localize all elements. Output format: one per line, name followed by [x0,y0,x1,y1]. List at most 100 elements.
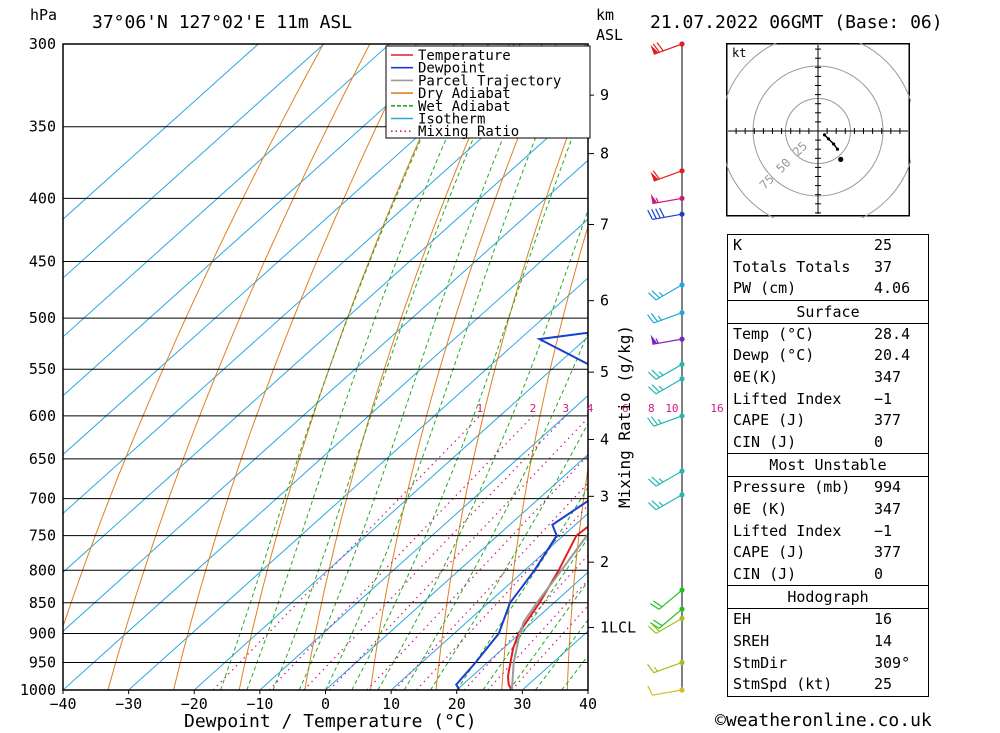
pressure-tick-label: 350 [29,118,56,136]
wind-barb-full [647,314,655,324]
surface-index-value: −1 [874,389,893,408]
wind-barb-staff [653,661,683,674]
wet-adiabat-line [325,44,574,690]
surface-index-value: 377 [874,411,902,430]
wind-barb-full [651,369,660,378]
dry-adiabat-line [370,44,557,690]
wind-barb [648,378,683,395]
wind-barb [650,334,683,345]
wind-barb-full [651,500,660,509]
height-tick-label: 9 [600,86,609,104]
wind-barb-half [658,478,664,483]
hodograph-index-row: StmSpd (kt) 25 [728,674,928,696]
wind-barb-half [658,501,664,507]
height-tick-label: 7 [600,216,609,234]
pressure-unit: hPa [30,6,57,24]
surface-index-label: Lifted Index [733,389,842,408]
isotherm-line [63,44,259,220]
wet-adiabat-line [456,486,588,690]
surface-index-row: θE(K) 347 [728,367,928,389]
mixing-ratio-label: 10 [665,402,678,415]
hodograph-index-value: 25 [874,675,893,694]
isotherm-line [325,453,588,690]
hodograph-point [832,142,836,146]
isotherm-line [63,44,456,397]
wind-barb [647,312,683,324]
wind-level-dot [679,168,685,174]
dewpoint-profile [454,331,588,690]
wind-barb-flag [650,171,659,182]
isotherm-line [128,277,588,690]
surface-header: Surface [728,299,928,323]
isotherm-line [63,100,588,573]
mixing-ratio-line [511,605,588,690]
legend-label: Wet Adiabat [418,99,511,115]
height-tick-label: 4 [600,431,609,449]
temperature-tick-label: 30 [513,695,531,713]
isotherm-line [63,44,325,279]
mixing-ratio-axis-label: Mixing Ratio (g/kg) [615,325,634,508]
most-unstable-index-label: CAPE (J) [733,543,806,562]
isotherm-line [390,512,588,690]
hodograph-point [822,133,827,137]
isotherm-line [63,44,390,338]
surface-index-label: CIN (J) [733,432,797,451]
wind-barb-staff [655,470,683,487]
pressure-tick-label: 850 [29,594,56,612]
surface-index-label: θE(K) [733,367,779,386]
wind-barb-staff [658,608,683,629]
most-unstable-index-value: 377 [874,543,902,562]
wind-barb [650,42,683,55]
wind-barb-full [647,209,653,220]
wet-adiabat-line [246,44,489,690]
datetime-title: 21.07.2022 06GMT (Base: 06) [650,12,943,33]
wind-barb-full [649,622,660,629]
wind-barb [649,608,683,629]
parcel-trajectory-profile [510,532,588,690]
index-label: PW (cm) [733,279,797,298]
isotherm-line [63,44,522,456]
wind-barb-full [651,476,660,485]
pressure-tick-label: 1000 [20,681,56,699]
hodograph-index-label: EH [733,610,752,629]
wind-barb [650,193,683,205]
dry-adiabat-line [993,44,1000,690]
mixing-ratio-label: 3 [563,402,570,415]
height-ref: ASL [596,26,623,44]
height-tick-label: 3 [600,487,609,505]
temperature-profile [506,525,588,690]
wind-barb-full [648,386,657,395]
index-value: 25 [874,236,893,254]
hodograph-trace [823,134,839,150]
mixing-ratio-line [329,417,588,690]
mixing-ratio-line [366,454,588,690]
legend-label: Isotherm [418,112,485,128]
index-label: Totals Totals [733,257,851,276]
wind-barb-full [652,170,660,180]
x-axis-label: Dewpoint / Temperature (°C) [184,711,477,732]
hodograph-index-row: SREH 14 [728,631,928,653]
surface-index-label: Temp (°C) [733,324,815,343]
pressure-tick-label: 700 [29,490,56,508]
pressure-tick-label: 800 [29,561,56,579]
wind-barb-full [648,625,657,634]
wind-barb-full [652,43,660,53]
wind-barb-staff [653,43,683,55]
wind-barb [650,170,683,182]
dry-adiabat-line [107,44,371,690]
wind-barb-staff [658,589,683,610]
dry-adiabat-line [173,44,417,690]
most-unstable-index-value: −1 [874,521,893,540]
hodograph-index-label: SREH [733,631,770,650]
height-tick-label: 2 [600,553,609,571]
wind-barb-half [657,418,662,424]
hodograph-index-value: 16 [874,610,893,629]
pressure-tick-label: 400 [29,189,56,207]
index-value: 37 [874,257,893,276]
mixing-ratio-label: 16 [710,402,723,415]
dry-adiabat-line [566,465,588,690]
footer-credit[interactable]: ©weatheronline.co.uk [715,710,932,731]
dry-adiabat-line [238,44,464,690]
isotherm-line [456,571,588,690]
